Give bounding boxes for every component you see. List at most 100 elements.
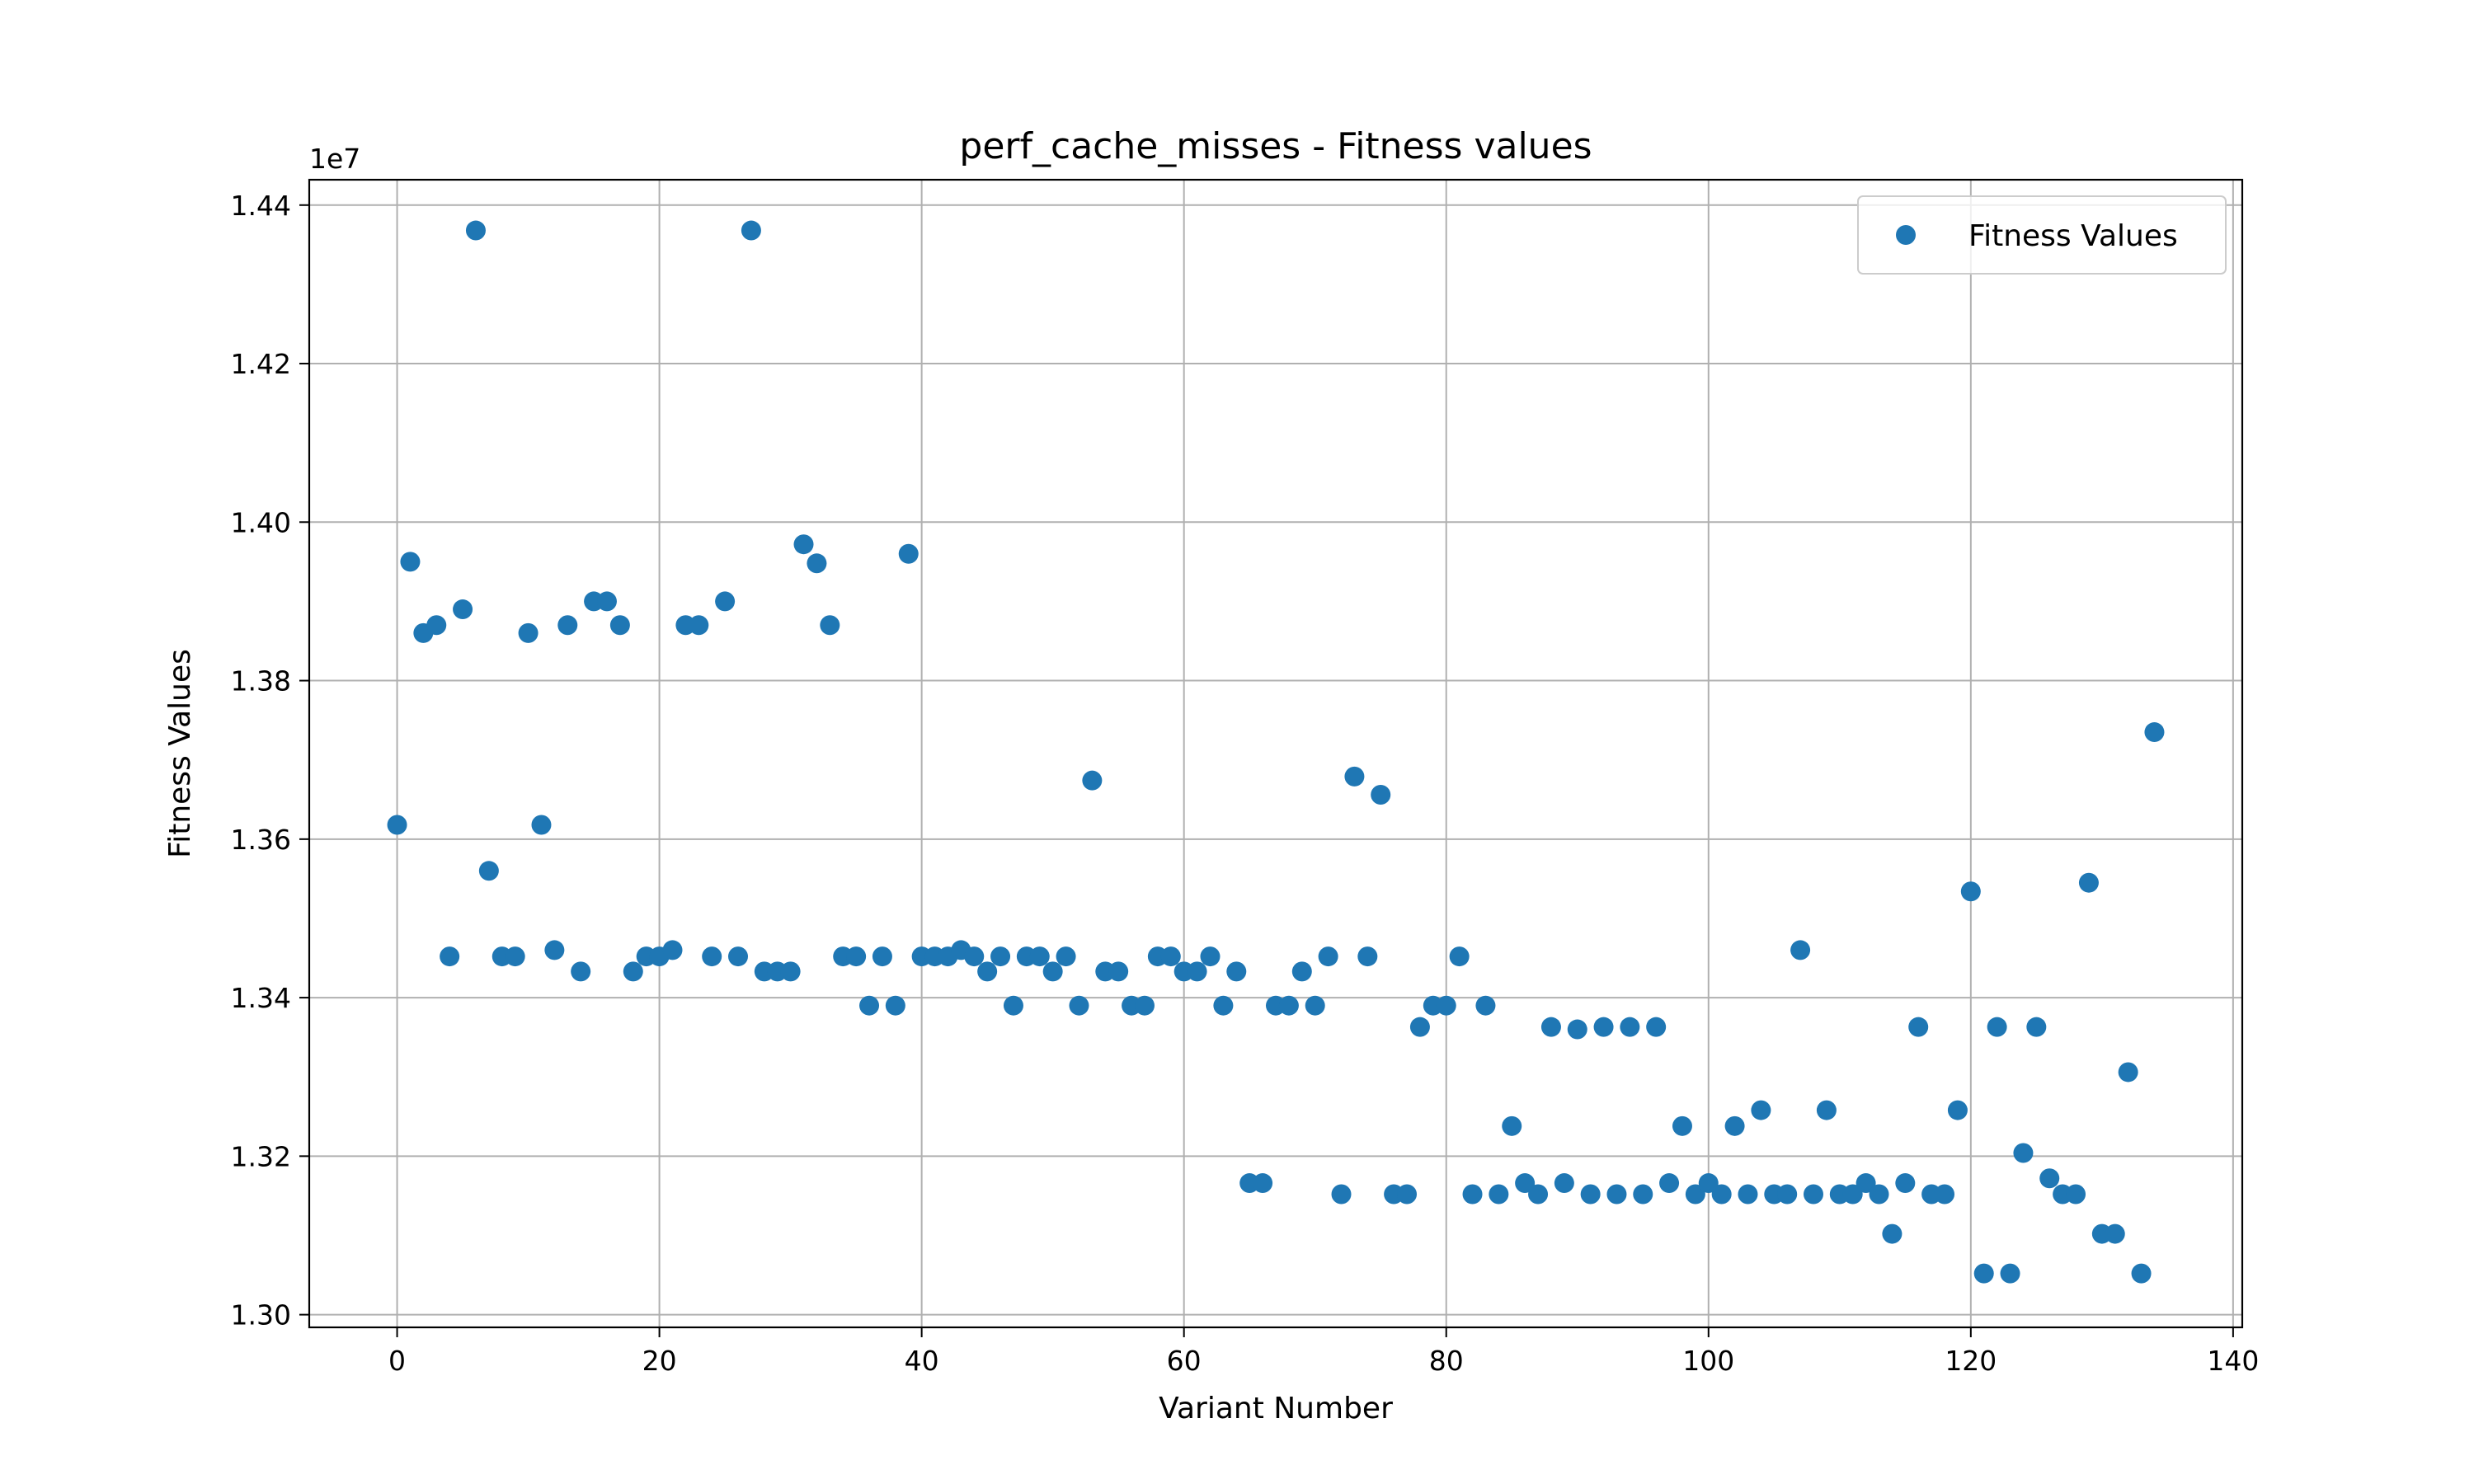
data-point: [2013, 1143, 2034, 1163]
data-point: [1685, 1184, 1705, 1205]
x-axis-label: Variant Number: [1159, 1392, 1393, 1425]
data-point: [728, 946, 749, 967]
data-point: [1200, 946, 1221, 967]
data-point: [807, 553, 827, 574]
data-point: [1935, 1184, 1955, 1205]
data-point: [2118, 1062, 2138, 1082]
data-point: [1790, 940, 1811, 960]
data-point: [793, 534, 814, 555]
legend-box: [1857, 195, 2227, 275]
data-point: [1593, 1017, 1614, 1037]
data-point: [820, 615, 840, 636]
data-point: [1318, 946, 1338, 967]
x-tick-label: 20: [642, 1345, 677, 1377]
data-point: [2000, 1263, 2020, 1284]
data-point: [400, 552, 421, 572]
data-point: [1305, 995, 1325, 1016]
data-point: [662, 940, 683, 960]
data-point: [1108, 961, 1129, 982]
data-point: [1515, 1173, 1536, 1194]
y-axis-offset-label: 1e7: [309, 143, 360, 175]
x-tick-label: 120: [1945, 1345, 1997, 1377]
scatter-points: [387, 220, 2165, 1284]
y-tick-label: 1.34: [231, 982, 291, 1014]
y-tick-label: 1.38: [231, 665, 291, 697]
data-point: [1226, 961, 1247, 982]
data-point: [1554, 1173, 1574, 1194]
data-point: [609, 615, 630, 636]
data-point: [702, 946, 722, 967]
data-point: [780, 961, 801, 982]
data-point: [1895, 1173, 1916, 1194]
x-tick-label: 100: [1682, 1345, 1734, 1377]
y-tick-label: 1.32: [231, 1140, 291, 1172]
data-point: [505, 946, 525, 967]
data-point: [1331, 1184, 1352, 1205]
data-point: [1711, 1184, 1732, 1205]
data-point: [440, 946, 460, 967]
data-point: [1672, 1115, 1692, 1136]
data-point: [1698, 1173, 1719, 1194]
y-tick-label: 1.30: [231, 1299, 291, 1331]
data-point: [1278, 995, 1299, 1016]
data-point: [1069, 995, 1089, 1016]
x-tick-label: 80: [1429, 1345, 1464, 1377]
data-point: [977, 961, 998, 982]
x-tick-label: 60: [1167, 1345, 1202, 1377]
data-point: [1633, 1184, 1653, 1205]
data-point: [2039, 1168, 2060, 1189]
data-point: [689, 615, 709, 636]
legend-marker: [1896, 225, 1916, 245]
data-point: [1253, 1173, 1273, 1194]
legend-label: Fitness Values: [1968, 219, 2178, 253]
data-point: [2131, 1263, 2152, 1284]
y-axis-label: Fitness Values: [163, 649, 197, 858]
chart-title: perf_cache_misses - Fitness values: [959, 125, 1592, 167]
data-point: [1620, 1017, 1640, 1037]
data-point: [1606, 1184, 1627, 1205]
data-point: [859, 995, 880, 1016]
data-point: [1777, 1184, 1798, 1205]
data-point: [2026, 1017, 2047, 1037]
data-point: [1908, 1017, 1929, 1037]
data-point: [1856, 1173, 1876, 1194]
data-point: [1528, 1184, 1549, 1205]
axis-ticks: 0 20 40 60 80 100 120 140 1.30 1.32 1.34 1.36 1.38 1.…: [231, 190, 2260, 1377]
data-point: [1042, 961, 1063, 982]
data-point: [898, 543, 919, 564]
data-point: [2066, 1184, 2086, 1205]
data-point: [1357, 946, 1378, 967]
x-tick-label: 0: [388, 1345, 406, 1377]
data-point: [557, 615, 578, 636]
data-point: [1187, 961, 1207, 982]
data-point: [426, 615, 447, 636]
data-point: [1738, 1184, 1758, 1205]
data-point: [1947, 1100, 1968, 1120]
data-point: [741, 220, 761, 241]
x-tick-label: 140: [2207, 1345, 2259, 1377]
data-point: [453, 599, 473, 620]
data-point: [478, 861, 499, 881]
data-point: [1160, 946, 1181, 967]
y-tick-label: 1.42: [231, 348, 291, 380]
data-point: [1751, 1100, 1771, 1120]
data-point: [1646, 1017, 1667, 1037]
data-point: [1371, 784, 1391, 805]
data-point: [1842, 1184, 1863, 1205]
data-point: [1803, 1184, 1823, 1205]
data-point: [531, 815, 552, 835]
data-point: [1869, 1184, 1889, 1205]
data-point: [1816, 1100, 1837, 1120]
y-tick-label: 1.44: [231, 190, 291, 222]
plot-area-frame: [308, 178, 2244, 1329]
data-point: [544, 940, 565, 960]
data-point: [518, 622, 539, 643]
data-point: [872, 946, 892, 967]
data-point: [1449, 946, 1470, 967]
y-tick-label: 1.40: [231, 506, 291, 538]
legend: Fitness Values: [1857, 195, 2227, 275]
data-point: [1475, 995, 1496, 1016]
data-point: [1056, 946, 1076, 967]
data-point: [1409, 1017, 1430, 1037]
